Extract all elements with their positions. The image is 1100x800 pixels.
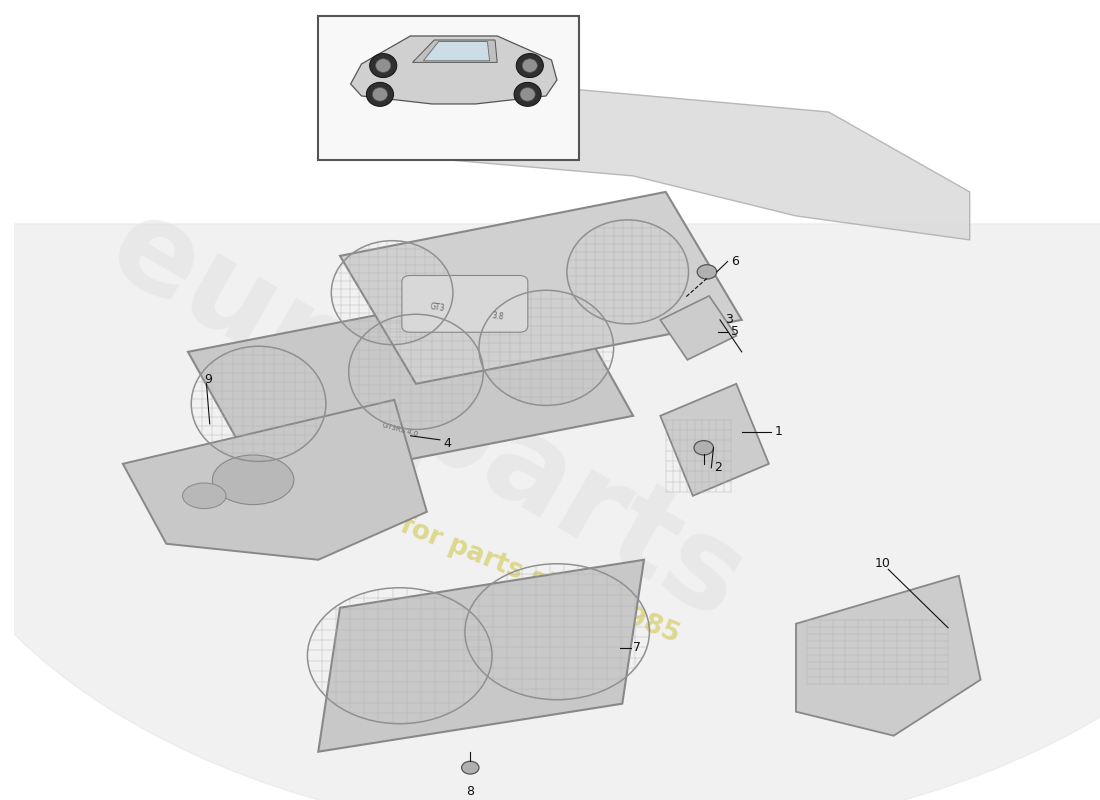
Polygon shape <box>796 576 980 736</box>
Text: eurOparts: eurOparts <box>89 186 766 646</box>
Polygon shape <box>188 280 634 488</box>
Text: 1: 1 <box>774 426 782 438</box>
Text: 4: 4 <box>443 438 451 450</box>
FancyBboxPatch shape <box>402 275 528 332</box>
Ellipse shape <box>375 58 390 72</box>
Text: 9: 9 <box>205 374 212 386</box>
Text: 6: 6 <box>730 255 739 268</box>
Ellipse shape <box>520 87 536 101</box>
Polygon shape <box>660 384 769 496</box>
Text: 2: 2 <box>715 462 723 474</box>
Ellipse shape <box>366 82 394 106</box>
Polygon shape <box>0 224 1100 800</box>
Ellipse shape <box>373 87 387 101</box>
Text: 7: 7 <box>634 642 641 654</box>
Text: a passion for parts since 1985: a passion for parts since 1985 <box>257 455 683 648</box>
Text: 3: 3 <box>725 314 734 326</box>
Ellipse shape <box>514 82 541 106</box>
Text: GT3RS 4.0: GT3RS 4.0 <box>382 422 418 438</box>
Polygon shape <box>449 80 970 240</box>
Polygon shape <box>351 36 557 104</box>
Text: 3.8: 3.8 <box>491 310 504 321</box>
Circle shape <box>697 265 717 279</box>
Text: 8: 8 <box>466 785 474 798</box>
Ellipse shape <box>370 54 397 78</box>
Polygon shape <box>123 400 427 560</box>
Text: 10: 10 <box>874 558 891 570</box>
Text: 5: 5 <box>730 326 739 338</box>
Ellipse shape <box>522 58 538 72</box>
Polygon shape <box>424 42 490 61</box>
Polygon shape <box>412 40 497 62</box>
Ellipse shape <box>212 455 294 505</box>
Ellipse shape <box>516 54 543 78</box>
Circle shape <box>462 762 478 774</box>
Polygon shape <box>318 560 644 752</box>
Ellipse shape <box>183 483 226 509</box>
Text: GT3: GT3 <box>430 302 446 314</box>
Polygon shape <box>660 296 736 360</box>
Polygon shape <box>340 192 741 384</box>
Circle shape <box>694 441 714 455</box>
Bar <box>318 16 579 160</box>
